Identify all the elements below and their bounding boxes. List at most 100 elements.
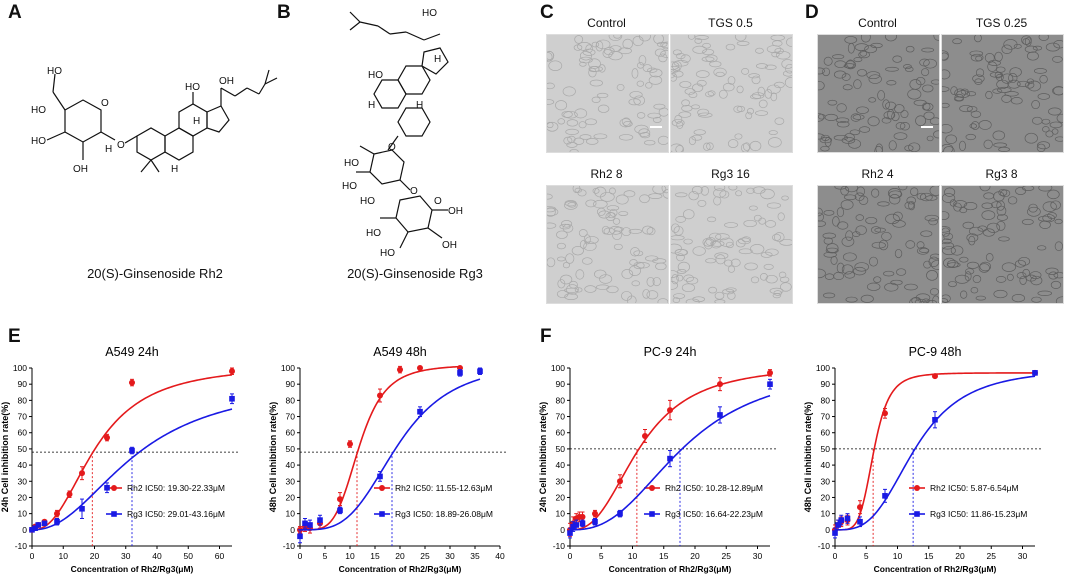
x-tick-label: 0: [30, 551, 35, 561]
x-tick-label: 30: [1018, 551, 1028, 561]
y-tick-label: 80: [286, 395, 296, 405]
data-point-rh2: [579, 513, 586, 520]
rg3-label-h-1: H: [434, 54, 441, 65]
x-tick-label: 15: [659, 551, 669, 561]
y-tick-label: 50: [286, 444, 296, 454]
micrograph-image-c-1: [670, 34, 793, 153]
data-point-rg3: [832, 530, 838, 536]
rh2-label-h-1: H: [105, 144, 112, 155]
y-tick-label: 60: [18, 428, 28, 438]
y-tick-label: 30: [821, 476, 831, 486]
rh2-structure-drawing: HO HO HO OH O O HO OH H H H: [31, 66, 278, 175]
data-point-rg3: [457, 370, 463, 376]
chart-title: A549 48h: [373, 345, 427, 359]
y-tick-label: 80: [18, 395, 28, 405]
data-point-rg3: [317, 517, 323, 523]
x-tick-label: 5: [599, 551, 604, 561]
data-point-rh2: [54, 510, 60, 517]
rg3-label-h-3: H: [416, 100, 423, 111]
x-tick-label: 10: [345, 551, 355, 561]
data-point-rg3: [54, 518, 60, 525]
micrograph-image-d-0: [817, 34, 940, 153]
data-point-rh2: [229, 368, 235, 375]
micrograph-label-c-2: Rh2 8: [590, 167, 623, 181]
legend-label-rg3: Rg3 IC50: 11.86-15.23μM: [930, 509, 1027, 519]
data-point-rg3: [41, 520, 48, 527]
x-tick-label: 35: [470, 551, 480, 561]
data-point-rg3: [307, 522, 313, 528]
data-point-rg3: [592, 518, 598, 525]
y-tick-label: 90: [286, 379, 296, 389]
x-tick-label: 10: [59, 551, 69, 561]
x-tick-label: 30: [753, 551, 763, 561]
legend-marker-rg3: [379, 511, 385, 517]
x-axis-label: Concentration of Rh2/Rg3(μM): [874, 564, 997, 574]
x-tick-label: 10: [628, 551, 638, 561]
data-point-rg3: [129, 447, 135, 454]
y-tick-label: 60: [286, 428, 296, 438]
y-tick-label: 80: [821, 395, 831, 405]
data-point-rg3: [229, 395, 235, 402]
rg3-label-ho-4: HO: [342, 181, 357, 192]
legend-marker-rg3: [649, 511, 655, 517]
y-tick-label: 30: [556, 476, 566, 486]
panel-letter-d: D: [805, 2, 819, 23]
rg3-label-ho-6: HO: [366, 228, 381, 239]
y-tick-label: 90: [18, 379, 28, 389]
legend-marker-rh2: [649, 485, 655, 491]
y-tick-label: 20: [286, 492, 296, 502]
legend-label-rg3: Rg3 IC50: 29.01-43.16μM: [127, 509, 225, 519]
data-point-rg3: [882, 493, 888, 499]
y-tick-label: 70: [286, 412, 296, 422]
data-point-rh2: [377, 392, 383, 399]
rh2-label-oh-1: OH: [219, 76, 234, 87]
y-tick-label: 0: [290, 525, 295, 535]
x-tick-label: 20: [690, 551, 700, 561]
rg3-label-h-2: H: [368, 100, 375, 111]
x-tick-label: 5: [323, 551, 328, 561]
micrograph-label-d-0: Control: [858, 16, 897, 30]
rh2-structure-caption: 20(S)-Ginsenoside Rh2: [87, 266, 223, 281]
data-point-rg3: [297, 533, 303, 540]
legend-label-rh2: Rh2 IC50: 5.87-6.54μM: [930, 483, 1019, 493]
x-tick-label: 25: [722, 551, 732, 561]
data-point-rh2: [104, 434, 110, 441]
data-point-rg3: [477, 368, 483, 375]
data-point-rh2: [667, 407, 673, 414]
y-tick-label: 30: [18, 476, 28, 486]
y-axis-label: 24h Cell inhibition rate(%): [0, 402, 10, 513]
y-tick-label: 10: [821, 509, 831, 519]
x-axis-label: Concentration of Rh2/Rg3(μM): [339, 564, 462, 574]
rh2-label-oh-2: OH: [73, 164, 88, 175]
y-tick-label: 50: [821, 444, 831, 454]
data-point-rg3: [667, 455, 673, 462]
y-tick-label: 70: [556, 412, 566, 422]
x-tick-label: 60: [215, 551, 225, 561]
x-axis-label: Concentration of Rh2/Rg3(μM): [71, 564, 194, 574]
x-tick-label: 20: [90, 551, 100, 561]
legend-marker-rh2: [379, 485, 385, 491]
legend-marker-rh2: [914, 485, 920, 491]
fit-curve-rg3: [31, 408, 233, 531]
y-tick-label: 100: [816, 363, 830, 373]
data-point-rh2: [882, 410, 888, 417]
data-point-rg3: [617, 510, 623, 517]
rh2-label-h-3: H: [193, 116, 200, 127]
y-tick-label: 10: [286, 509, 296, 519]
y-tick-label: 30: [286, 476, 296, 486]
y-tick-label: -10: [818, 541, 831, 551]
y-tick-label: 40: [286, 460, 296, 470]
rh2-label-o-1: O: [101, 98, 109, 109]
rg3-label-oh-1: OH: [442, 240, 457, 251]
x-tick-label: 30: [445, 551, 455, 561]
data-point-rh2: [79, 470, 85, 477]
y-tick-label: 40: [556, 460, 566, 470]
y-tick-label: 100: [13, 363, 27, 373]
legend-marker-rg3: [111, 511, 117, 517]
y-tick-label: 40: [821, 460, 831, 470]
data-point-rg3: [32, 525, 38, 531]
rg3-label-o-2: O: [410, 186, 418, 197]
micrograph-label-c-0: Control: [587, 16, 626, 30]
